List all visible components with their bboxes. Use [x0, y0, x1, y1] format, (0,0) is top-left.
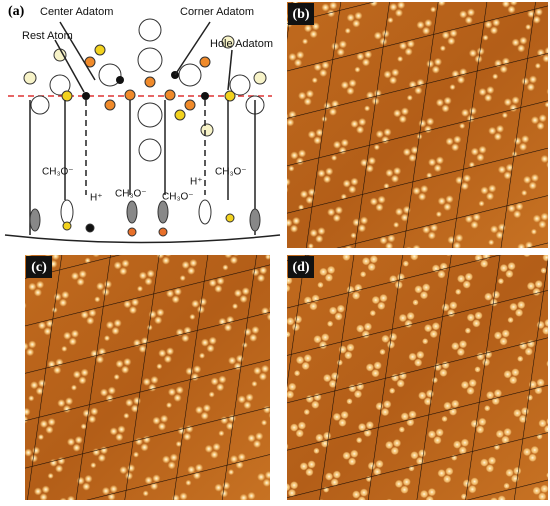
- stm-image: (c): [25, 255, 270, 500]
- panel-label: (b): [292, 7, 309, 22]
- species-label: CH₃O⁻: [115, 189, 147, 200]
- panel-label: (d): [292, 260, 309, 275]
- stm-image: (d): [287, 255, 548, 500]
- panel-label: (c): [31, 260, 47, 275]
- species-label: H⁺: [90, 193, 103, 204]
- schematic: (a) Center Adatom Corner Adatom Rest Ato…: [4, 4, 281, 244]
- atom-label: Hole Adatom: [210, 38, 273, 50]
- atom-label: Corner Adatom: [180, 6, 254, 18]
- species-label: CH₃O⁻: [42, 167, 74, 178]
- atom-label: Rest Atom: [22, 30, 73, 42]
- species-label: H⁺: [190, 177, 203, 188]
- species-label: CH₃O⁻: [162, 192, 194, 203]
- panel-label: (a): [8, 4, 25, 19]
- stm-image: (b): [287, 2, 548, 248]
- species-label: CH₃O⁻: [215, 167, 247, 178]
- atom-label: Center Adatom: [40, 6, 113, 18]
